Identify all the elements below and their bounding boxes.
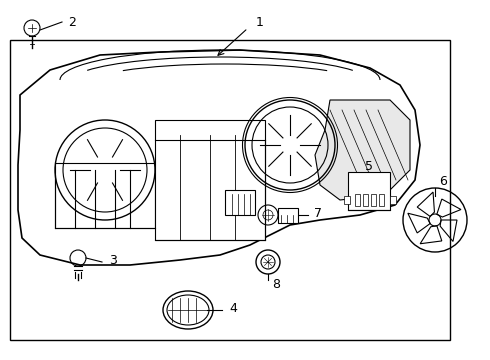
Bar — [55, 163, 155, 228]
Text: 5: 5 — [365, 159, 373, 172]
Text: 3: 3 — [109, 253, 117, 266]
Text: 1: 1 — [256, 15, 264, 28]
Bar — [344, 196, 350, 204]
Text: 2: 2 — [68, 15, 76, 28]
Bar — [348, 172, 390, 210]
Text: 7: 7 — [314, 207, 322, 220]
Bar — [355, 194, 360, 206]
Bar — [225, 190, 255, 215]
Text: 4: 4 — [229, 302, 237, 315]
Bar — [10, 40, 450, 340]
Text: 6: 6 — [439, 175, 447, 188]
Polygon shape — [18, 50, 420, 265]
Bar — [379, 194, 384, 206]
Bar — [390, 196, 396, 204]
Bar — [363, 194, 368, 206]
Bar — [155, 120, 265, 240]
Bar — [371, 194, 376, 206]
Polygon shape — [315, 100, 410, 200]
Bar — [278, 208, 298, 223]
Text: 8: 8 — [272, 278, 280, 291]
